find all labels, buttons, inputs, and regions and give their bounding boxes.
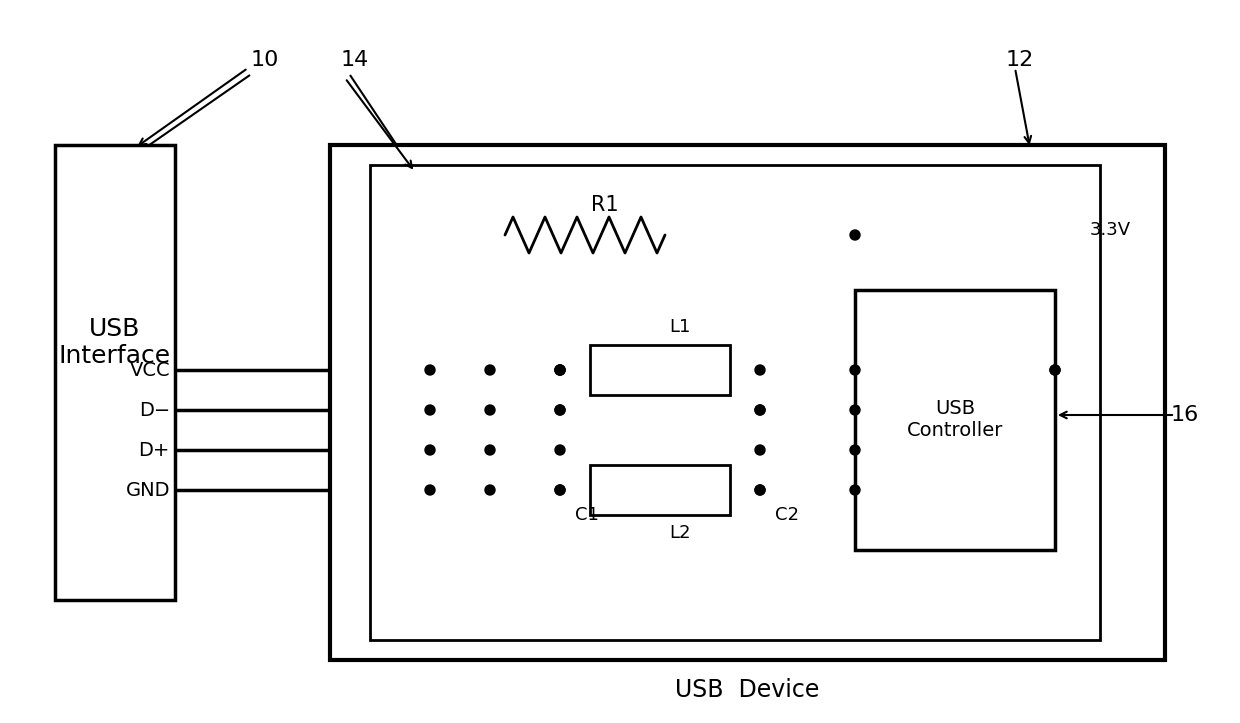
Circle shape — [755, 485, 765, 495]
Circle shape — [755, 405, 765, 415]
Circle shape — [485, 405, 495, 415]
Text: L2: L2 — [670, 524, 691, 542]
Text: D+: D+ — [139, 440, 170, 460]
Bar — [856, 290, 1055, 550]
Circle shape — [849, 485, 861, 495]
Circle shape — [556, 485, 565, 495]
Circle shape — [755, 405, 765, 415]
Circle shape — [849, 230, 861, 240]
Circle shape — [556, 365, 565, 375]
Circle shape — [755, 485, 765, 495]
Text: R1: R1 — [591, 195, 619, 215]
Bar — [55, 145, 175, 600]
Circle shape — [1050, 365, 1060, 375]
Circle shape — [556, 405, 565, 415]
Circle shape — [755, 445, 765, 455]
Circle shape — [755, 365, 765, 375]
Text: 12: 12 — [1006, 50, 1034, 70]
Text: 3.3V: 3.3V — [1090, 221, 1131, 239]
Text: USB
Controller: USB Controller — [906, 400, 1003, 440]
Circle shape — [425, 445, 435, 455]
Circle shape — [425, 365, 435, 375]
Circle shape — [1050, 365, 1060, 375]
Circle shape — [425, 405, 435, 415]
Circle shape — [556, 365, 565, 375]
Circle shape — [485, 485, 495, 495]
Circle shape — [556, 485, 565, 495]
Circle shape — [425, 485, 435, 495]
Text: C1: C1 — [575, 506, 599, 524]
Bar — [590, 465, 730, 515]
Text: C2: C2 — [775, 506, 799, 524]
Circle shape — [485, 365, 495, 375]
Text: L1: L1 — [670, 318, 691, 336]
Text: USB
Interface: USB Interface — [60, 317, 171, 369]
Text: USB  Device: USB Device — [675, 678, 820, 702]
Circle shape — [556, 405, 565, 415]
Text: 10: 10 — [250, 50, 279, 70]
Bar — [590, 345, 730, 395]
Circle shape — [556, 365, 565, 375]
Circle shape — [485, 445, 495, 455]
Text: 14: 14 — [341, 50, 370, 70]
Bar — [370, 165, 1100, 640]
Text: VCC: VCC — [129, 361, 170, 380]
Circle shape — [849, 365, 861, 375]
Text: 16: 16 — [1171, 405, 1199, 425]
Circle shape — [556, 445, 565, 455]
Text: D−: D− — [139, 401, 170, 419]
Text: GND: GND — [125, 481, 170, 500]
Circle shape — [849, 445, 861, 455]
Bar — [330, 145, 1166, 660]
Circle shape — [849, 405, 861, 415]
